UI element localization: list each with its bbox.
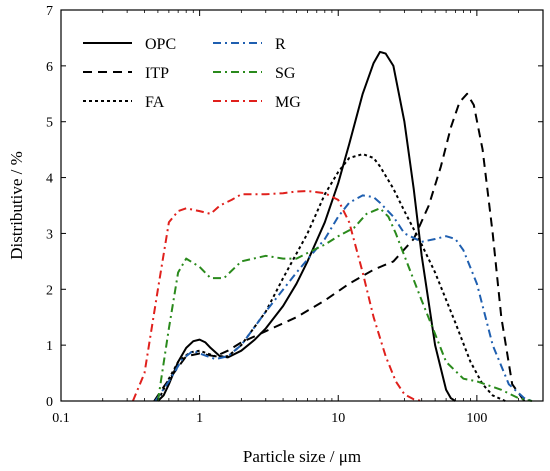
y-tick-label: 3	[46, 227, 53, 242]
legend-label-r: R	[275, 36, 286, 53]
axis-ticks: 0 1 2 3 4 5 6 7 0.1 1 10 100	[46, 4, 543, 426]
plot-content	[131, 50, 533, 402]
legend-label-itp: ITP	[145, 65, 169, 82]
y-tick-label: 5	[46, 116, 53, 131]
series-line-fa	[157, 153, 506, 402]
y-tick-label: 4	[46, 172, 53, 187]
x-axis-label: Particle size / μm	[243, 447, 361, 466]
y-tick-label: 7	[46, 4, 53, 19]
legend-label-opc: OPC	[145, 36, 176, 53]
y-tick-label: 0	[46, 395, 53, 410]
y-axis-label: Distributive / %	[7, 151, 26, 260]
series-line-r	[154, 194, 533, 402]
y-tick-label: 2	[46, 283, 53, 298]
legend-label-fa: FA	[145, 94, 165, 111]
series-line-itp	[153, 92, 526, 402]
y-tick-label: 1	[46, 339, 53, 354]
y-tick-label: 6	[46, 60, 53, 75]
legend-label-sg: SG	[275, 65, 296, 82]
x-tick-label: 10	[331, 411, 345, 426]
series-line-opc	[157, 50, 456, 402]
plot-frame	[60, 9, 544, 402]
x-tick-label: 0.1	[52, 411, 70, 426]
x-tick-label: 100	[466, 411, 487, 426]
legend-label-mg: MG	[275, 94, 301, 111]
legend: OPC ITP FA R SG MG	[83, 36, 301, 111]
series-line-mg	[131, 190, 422, 402]
series-line-sg	[156, 207, 533, 402]
x-tick-label: 1	[196, 411, 203, 426]
